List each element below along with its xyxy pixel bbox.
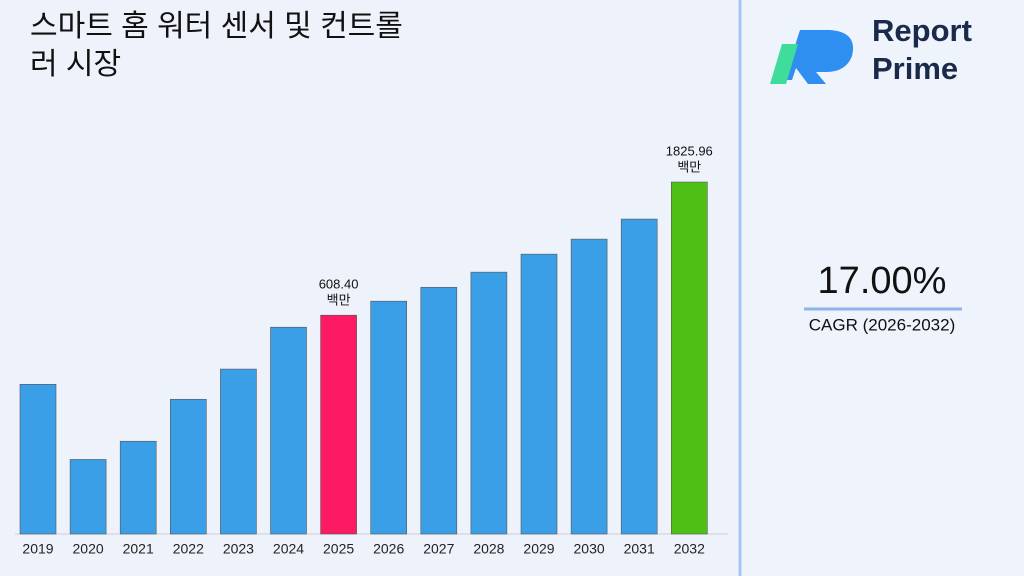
- chart-title: 스마트 홈 워터 센서 및 컨트롤러 시장: [30, 10, 403, 81]
- bar: [520, 253, 558, 535]
- value-label: 608.40: [319, 277, 359, 292]
- x-tick-label: 2027: [423, 541, 454, 557]
- bar: [170, 398, 207, 535]
- bar: [119, 440, 157, 535]
- value-unit: 백만: [677, 159, 701, 174]
- side-panel: [740, 0, 1024, 576]
- x-tick-label: 2026: [373, 541, 404, 557]
- bar: [670, 181, 708, 535]
- bar: [69, 459, 107, 535]
- x-tick-label: 2024: [273, 541, 304, 557]
- x-tick-label: 2021: [123, 541, 154, 557]
- bar: [620, 218, 658, 535]
- x-tick-label: 2020: [73, 541, 104, 557]
- x-tick-label: 2029: [523, 541, 554, 557]
- x-tick-label: 2023: [223, 541, 254, 557]
- x-tick-label: 2019: [22, 541, 53, 557]
- x-tick-label: 2031: [624, 541, 655, 557]
- logo-text: Report: [872, 13, 972, 48]
- logo-icon: [770, 30, 854, 84]
- bar: [470, 271, 508, 535]
- x-tick-label: 2028: [473, 541, 504, 557]
- x-tick-label: 2022: [173, 541, 204, 557]
- value-unit: 백만: [327, 293, 351, 308]
- bar: [420, 286, 458, 535]
- bar: [220, 368, 257, 535]
- logo-text: Prime: [872, 51, 958, 86]
- bar: [570, 238, 608, 535]
- cagr-label: CAGR (2026-2032): [809, 315, 955, 334]
- cagr-value: 17.00%: [818, 260, 947, 302]
- bar: [270, 326, 307, 535]
- x-tick-label: 2032: [674, 541, 705, 557]
- bar: [320, 314, 357, 535]
- x-tick-label: 2025: [323, 541, 354, 557]
- bar: [370, 300, 408, 535]
- x-tick-label: 2030: [574, 541, 605, 557]
- value-label: 1825.96: [666, 143, 713, 158]
- bar: [19, 383, 57, 535]
